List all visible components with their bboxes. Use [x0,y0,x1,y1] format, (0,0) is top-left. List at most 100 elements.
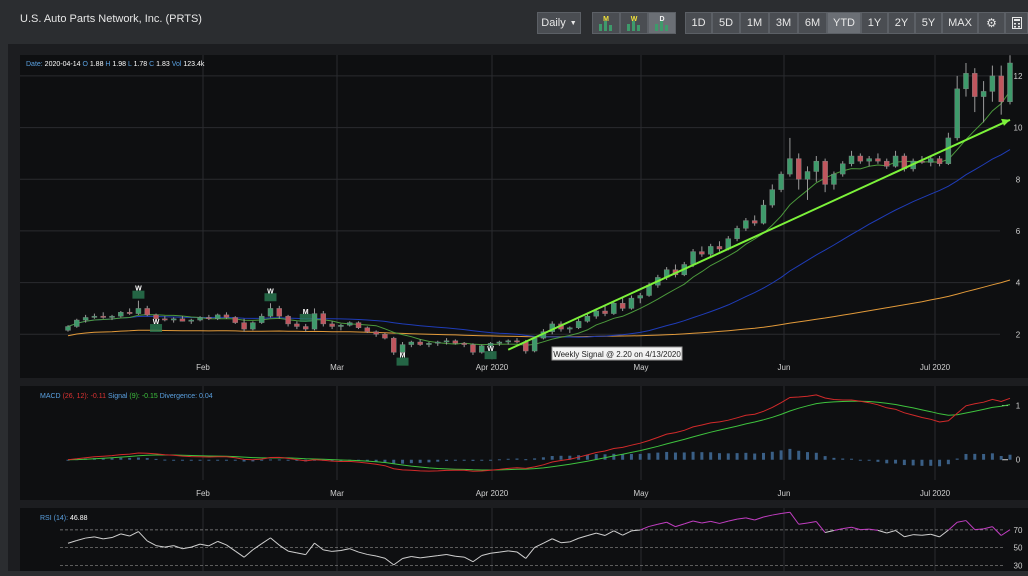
rsi-line-segment [332,550,341,552]
candle-body [945,137,952,164]
y-tick-label: 12 [1014,72,1023,81]
rsi-line-segment [138,531,148,542]
rsi-line-segment [217,540,227,546]
signal-legend-label: Signal [108,393,129,400]
divergence-bar [753,453,757,460]
candle-body [989,75,996,92]
rsi-line-segment [869,528,879,531]
rsi-line-segment [930,533,940,538]
divergence-bar [541,457,545,460]
candle-body [875,158,881,162]
legend-close: 1.83 [154,61,172,68]
rsi-panel[interactable]: 70 50 30 RSI (14): 46.88 [20,508,1028,571]
range-button-1m[interactable]: 1M [740,12,769,34]
range-button-1y[interactable]: 1Y [861,12,888,34]
divergence-bar [260,459,264,461]
rsi-line-segment [543,538,553,544]
panel-divider[interactable] [20,378,1028,386]
divergence-bar [401,459,405,464]
divergence-bar [806,452,810,460]
x-tick-label: Feb [196,489,210,498]
rsi-legend-params: (14): [54,515,70,522]
x-tick-label: Jun [778,363,791,372]
candle-body [329,323,335,327]
rsi-line-segment [578,535,588,539]
rsi-line-segment [296,552,306,556]
interval-dropdown[interactable]: Daily ▼ [537,12,581,34]
legend-high-label: H [105,61,110,68]
rsi-line-segment [270,537,280,546]
range-button-2y[interactable]: 2Y [888,12,915,34]
settings-button[interactable]: ⚙ [978,12,1005,34]
divergence-bar [198,459,202,461]
y-tick-label: 1 [1016,402,1021,411]
divergence-bar [929,459,933,466]
candle-body [857,155,864,162]
divergence-bar [224,459,228,461]
x-tick-label: Jul 2020 [920,363,951,372]
divergence-bar [964,453,968,460]
candle-body [716,246,723,250]
weekly-signal-button[interactable]: W [620,12,648,34]
rsi-line-segment [446,554,456,557]
divergence-bar [286,459,290,461]
divergence-bar [268,459,272,461]
range-button-ytd[interactable]: YTD [827,12,861,34]
signal-label: W [135,286,142,293]
candle-body [628,297,635,309]
signal-marker-weekly [132,290,145,299]
rsi-line-segment [349,548,359,553]
rsi-line-segment [860,528,870,531]
rsi-line-segment [146,540,157,547]
rsi-line-segment [675,523,685,528]
candle-body [258,315,265,323]
monthly-signal-button[interactable]: M [592,12,620,34]
price-panel[interactable]: 2 4 6 8 10 12 Feb Mar Apr 2020 May Jun Jul 2020 W W W M… [20,55,1028,378]
macd-panel[interactable]: 0 1 Feb Mar Apr 2020 May Jun Jul 2020 MACD (26, … [20,386,1028,500]
divergence-bar [832,457,836,460]
range-button-6m[interactable]: 6M [798,12,827,34]
long-moving-average [67,279,1011,338]
rsi-line-segment [120,533,130,537]
candle-body [179,318,186,322]
divergence-bar [1008,454,1012,460]
range-button-5d[interactable]: 5D [712,12,740,34]
rsi-line-segment [481,552,491,557]
candle-body [347,322,353,326]
divergence-bar [717,453,721,460]
rsi-line-segment [411,556,421,559]
signal-legend-params: (9): [129,393,141,400]
calculator-icon [1011,17,1022,29]
range-button-5y[interactable]: 5Y [915,12,942,34]
candle-body [391,337,397,353]
candle-body [584,315,591,322]
candle-body [144,308,150,316]
candle-body [109,315,115,318]
legend-low-label: L [128,61,132,68]
rsi-line-segment [428,555,438,558]
daily-signal-button[interactable]: D [648,12,676,34]
rsi-line-segment [234,550,245,558]
y-tick-label: 70 [1014,526,1023,535]
candle-body [884,160,890,167]
divergence-bar [770,451,774,460]
divergence-bar [110,458,114,460]
rsi-line-segment [94,536,104,540]
rsi-line-segment [455,555,465,558]
rsi-line-segment [604,530,615,536]
range-button-1d[interactable]: 1D [685,12,712,34]
divergence-bar [841,458,845,460]
rsi-line-segment [965,520,976,531]
panel-divider[interactable] [20,500,1028,508]
rsi-line-segment [701,520,711,524]
rsi-line-segment [173,545,183,550]
divergence-bar [568,455,572,460]
divergence-bar [788,448,792,460]
divergence-bar [594,454,598,460]
rsi-legend-name: RSI [40,515,54,522]
rsi-line-segment [103,537,113,540]
range-button-max[interactable]: MAX [942,12,978,34]
rsi-line-segment [992,526,1002,536]
range-button-3m[interactable]: 3M [769,12,798,34]
calculator-button[interactable] [1005,12,1028,34]
